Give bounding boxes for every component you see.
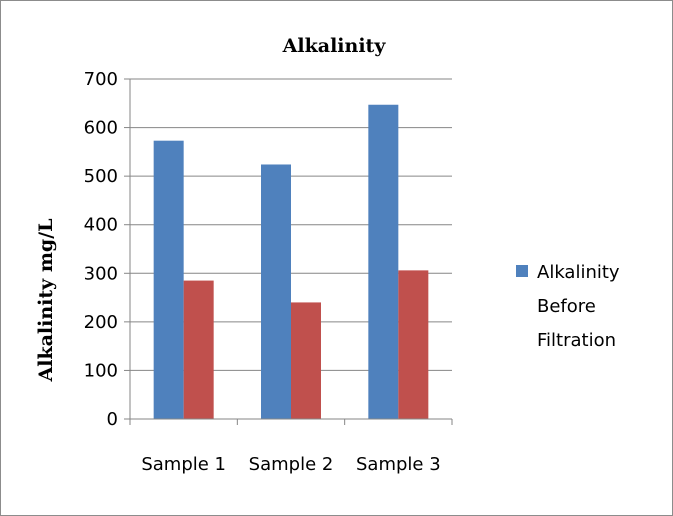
bar (368, 104, 399, 419)
y-tick-label: 600 (84, 118, 118, 139)
y-tick-label: 100 (84, 360, 118, 381)
y-tick-label: 0 (107, 409, 118, 430)
y-tick-label: 700 (84, 69, 118, 90)
y-axis-label: Alkalinity mg/L (35, 218, 57, 382)
bar (183, 280, 214, 419)
y-tick-label: 300 (84, 263, 118, 284)
bar (261, 164, 291, 419)
bars (153, 104, 429, 419)
x-tick-label: Sample 1 (141, 454, 226, 475)
axes: 0 100 200 300 400 500 600 700 Sample 1 Sample 2 Sa… (84, 69, 453, 475)
x-tick-label: Sample 2 (249, 454, 334, 475)
chart-title: Alkalinity (282, 35, 387, 57)
bar (398, 270, 429, 419)
y-tick-label: 200 (84, 312, 118, 333)
y-tick-label: 500 (84, 166, 118, 187)
legend-swatch (516, 265, 528, 277)
bar (153, 140, 184, 419)
x-tick-label: Sample 3 (356, 454, 441, 475)
legend: Alkalinity Before Filtration (516, 262, 620, 351)
legend-label: Alkalinity Before Filtration (537, 262, 620, 351)
y-tick-label: 400 (84, 215, 118, 236)
bar (291, 302, 321, 419)
